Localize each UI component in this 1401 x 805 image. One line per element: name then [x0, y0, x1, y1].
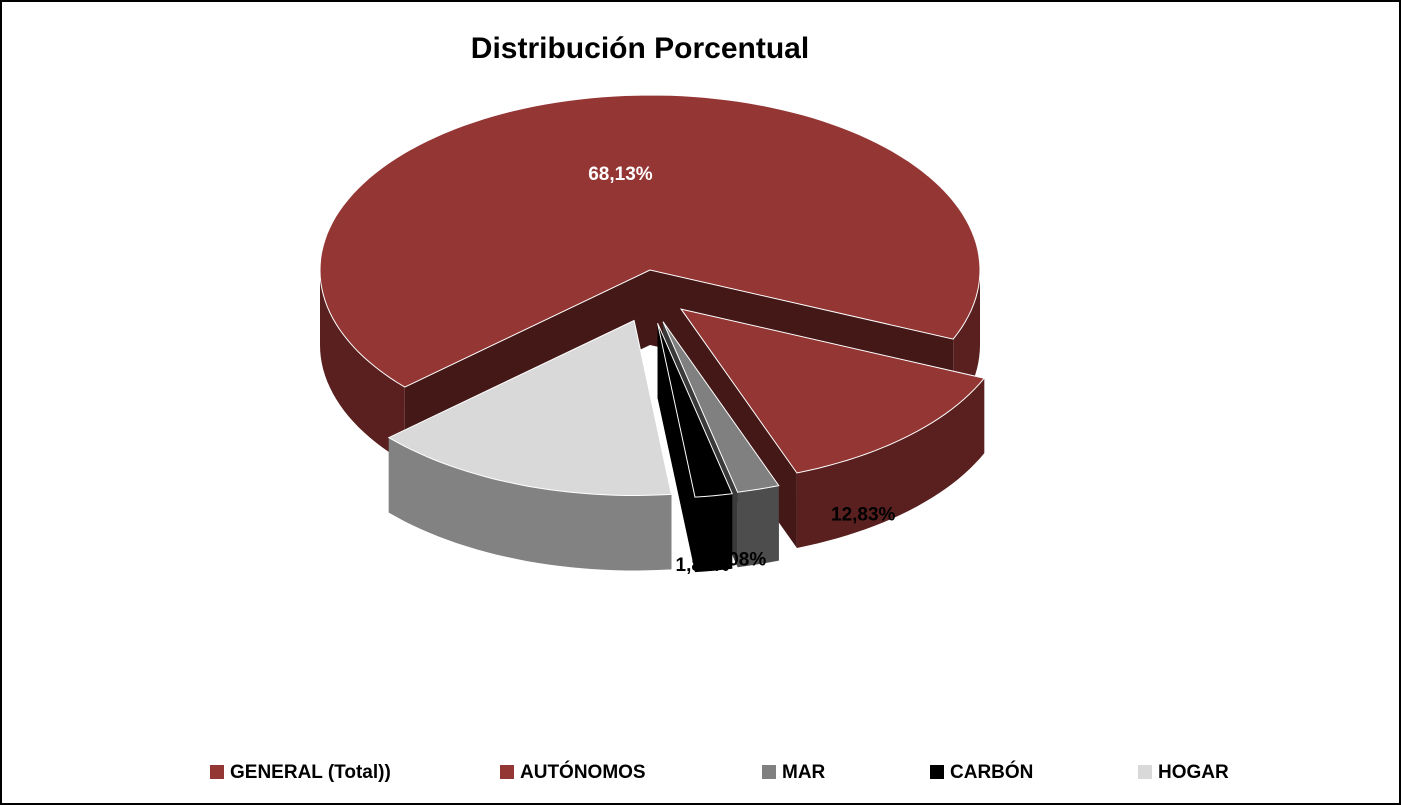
slice-side [796, 378, 985, 548]
slice [387, 319, 673, 496]
data-label: 2,08% [712, 550, 766, 571]
pie [319, 94, 986, 573]
slice [319, 94, 981, 388]
slice [662, 321, 780, 493]
chart-title: Distribución Porcentual [471, 32, 809, 65]
legend-swatch [1138, 765, 1152, 779]
legend-label: MAR [782, 762, 826, 783]
legend-swatch [210, 765, 224, 779]
legend-label: GENERAL (Total)) [230, 762, 391, 783]
legend-swatch [762, 765, 776, 779]
slice-side [320, 270, 405, 463]
slice [679, 308, 986, 474]
legend-swatch [930, 765, 944, 779]
legend-label: AUTÓNOMOS [520, 761, 646, 783]
slice-side [388, 437, 672, 571]
slice [657, 322, 733, 498]
data-label: 1,82% [676, 555, 730, 576]
data-label: 12,83% [831, 504, 896, 525]
slice-wall [657, 323, 695, 573]
slice-side [737, 485, 779, 568]
slice-side [695, 493, 733, 573]
legend-label: HOGAR [1158, 762, 1229, 783]
legend-swatch [500, 765, 514, 779]
legend-label: CARBÓN [950, 761, 1033, 783]
data-label: 68,13% [588, 164, 653, 185]
labels: 68,13% 12,83% 2,08%1,82% [588, 164, 895, 576]
legend: GENERAL (Total)) AUTÓNOMOS MAR CARBÓN HOGAR [210, 761, 1229, 783]
